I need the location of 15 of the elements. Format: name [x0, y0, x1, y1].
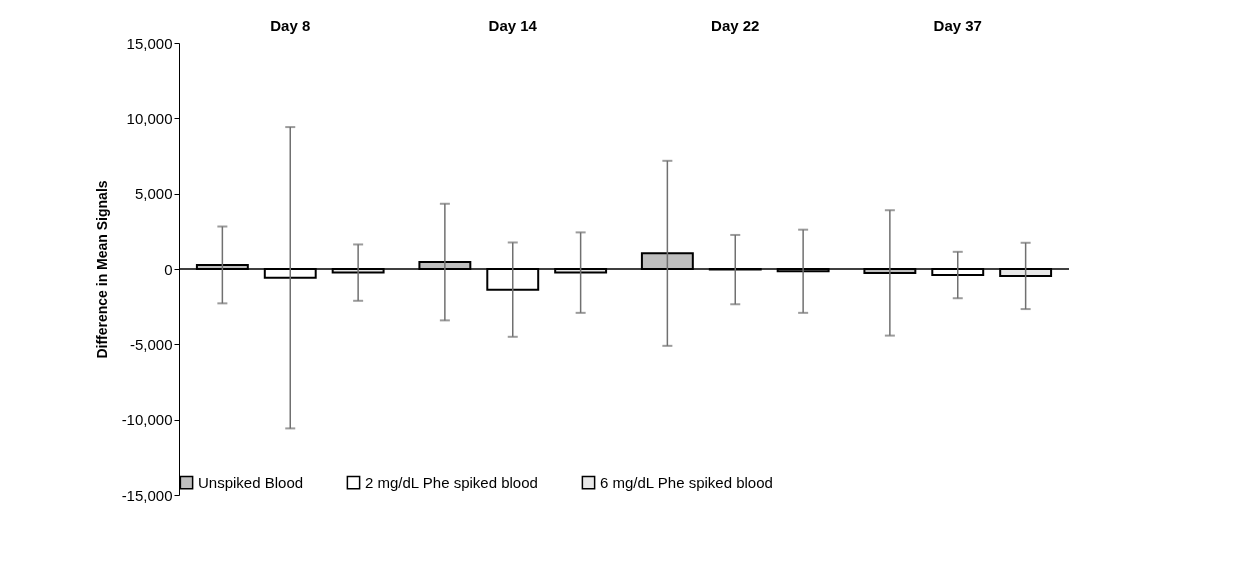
x-tick-label: Day 8 [270, 16, 311, 34]
x-tick-label: Day 14 [488, 16, 538, 34]
x-tick-label: Day 22 [711, 16, 760, 34]
x-tick-label: Day 37 [933, 16, 982, 34]
y-tick-label: 0 [164, 260, 173, 278]
y-tick-label: 10,000 [126, 109, 173, 127]
y-tick-label: 15,000 [126, 34, 173, 52]
legend-label: 6 mg/dL Phe spiked blood [600, 473, 773, 491]
legend-label: 2 mg/dL Phe spiked blood [365, 473, 538, 491]
legend-label: Unspiked Blood [198, 473, 304, 491]
y-tick-label: 5,000 [134, 185, 173, 203]
y-tick-label: -15,000 [121, 486, 173, 504]
y-tick-label: -10,000 [121, 411, 173, 429]
y-axis-title: Difference in Mean Signals [93, 180, 110, 359]
y-tick-label: -5,000 [129, 335, 173, 353]
